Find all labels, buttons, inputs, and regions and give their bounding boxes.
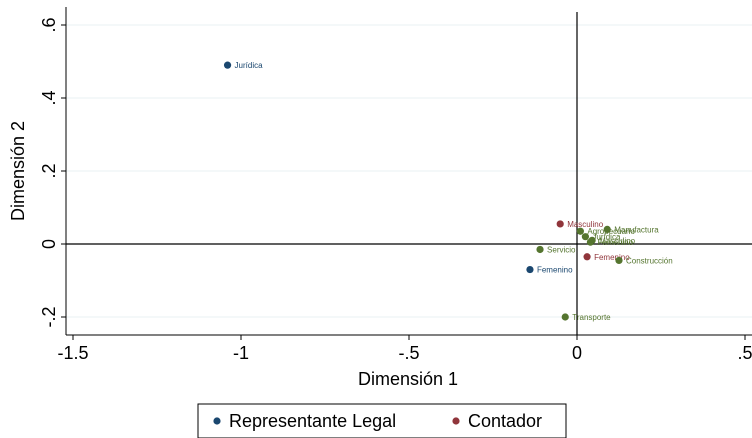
data-points: JurídicaFemeninoMasculinoFemeninoManufac… — [223, 61, 673, 322]
data-point — [561, 313, 569, 321]
data-point — [581, 233, 590, 241]
x-tick-label: -1 — [233, 343, 249, 363]
legend-box — [197, 403, 567, 438]
x-tick-label: 0 — [572, 343, 582, 363]
point-label: Agropecuario — [587, 227, 635, 236]
point-label: Transporte — [572, 313, 611, 322]
reference-lines — [66, 12, 752, 335]
legend-label: Representante Legal — [229, 411, 396, 431]
y-axis-title: Dimensión 2 — [8, 121, 28, 221]
data-point — [615, 256, 623, 265]
y-tick-label: .4 — [39, 90, 59, 105]
y-tick-label: .2 — [39, 163, 59, 178]
legend: Representante Legal Contador — [197, 403, 567, 438]
point-label: Femenino — [594, 253, 630, 262]
y-tick-label: -.2 — [39, 306, 59, 327]
tick-labels: -.2 0 .2 .4 .6 -1.5 -1 -.5 0 .5 — [39, 17, 752, 363]
point-label: Femenino — [597, 238, 633, 247]
y-tick-label: .6 — [39, 17, 59, 32]
data-point — [223, 61, 232, 69]
legend-label: Contador — [468, 411, 542, 431]
y-tick-label: 0 — [39, 239, 59, 249]
point-label: Femenino — [537, 266, 573, 275]
data-point — [603, 225, 611, 233]
point-label: Masculino — [599, 236, 636, 245]
data-point — [556, 220, 564, 228]
data-point — [526, 265, 534, 274]
data-point — [536, 245, 544, 254]
point-label: Jurídica — [592, 233, 621, 242]
point-label: Construcción — [626, 256, 673, 265]
legend-marker — [452, 417, 460, 425]
x-tick-label: -1.5 — [57, 343, 88, 363]
data-point — [576, 227, 584, 235]
point-label: Servicio — [547, 245, 576, 254]
x-axis-title: Dimensión 1 — [358, 369, 458, 389]
point-label: Manufactura — [614, 225, 659, 234]
grid-lines — [66, 24, 752, 318]
legend-marker — [213, 417, 221, 425]
data-point — [583, 253, 591, 261]
x-tick-label: .5 — [737, 343, 752, 363]
axes — [61, 7, 752, 340]
x-tick-label: -.5 — [398, 343, 419, 363]
point-label: Jurídica — [235, 61, 264, 70]
data-point — [586, 238, 595, 246]
point-label: Masculino — [567, 220, 604, 229]
